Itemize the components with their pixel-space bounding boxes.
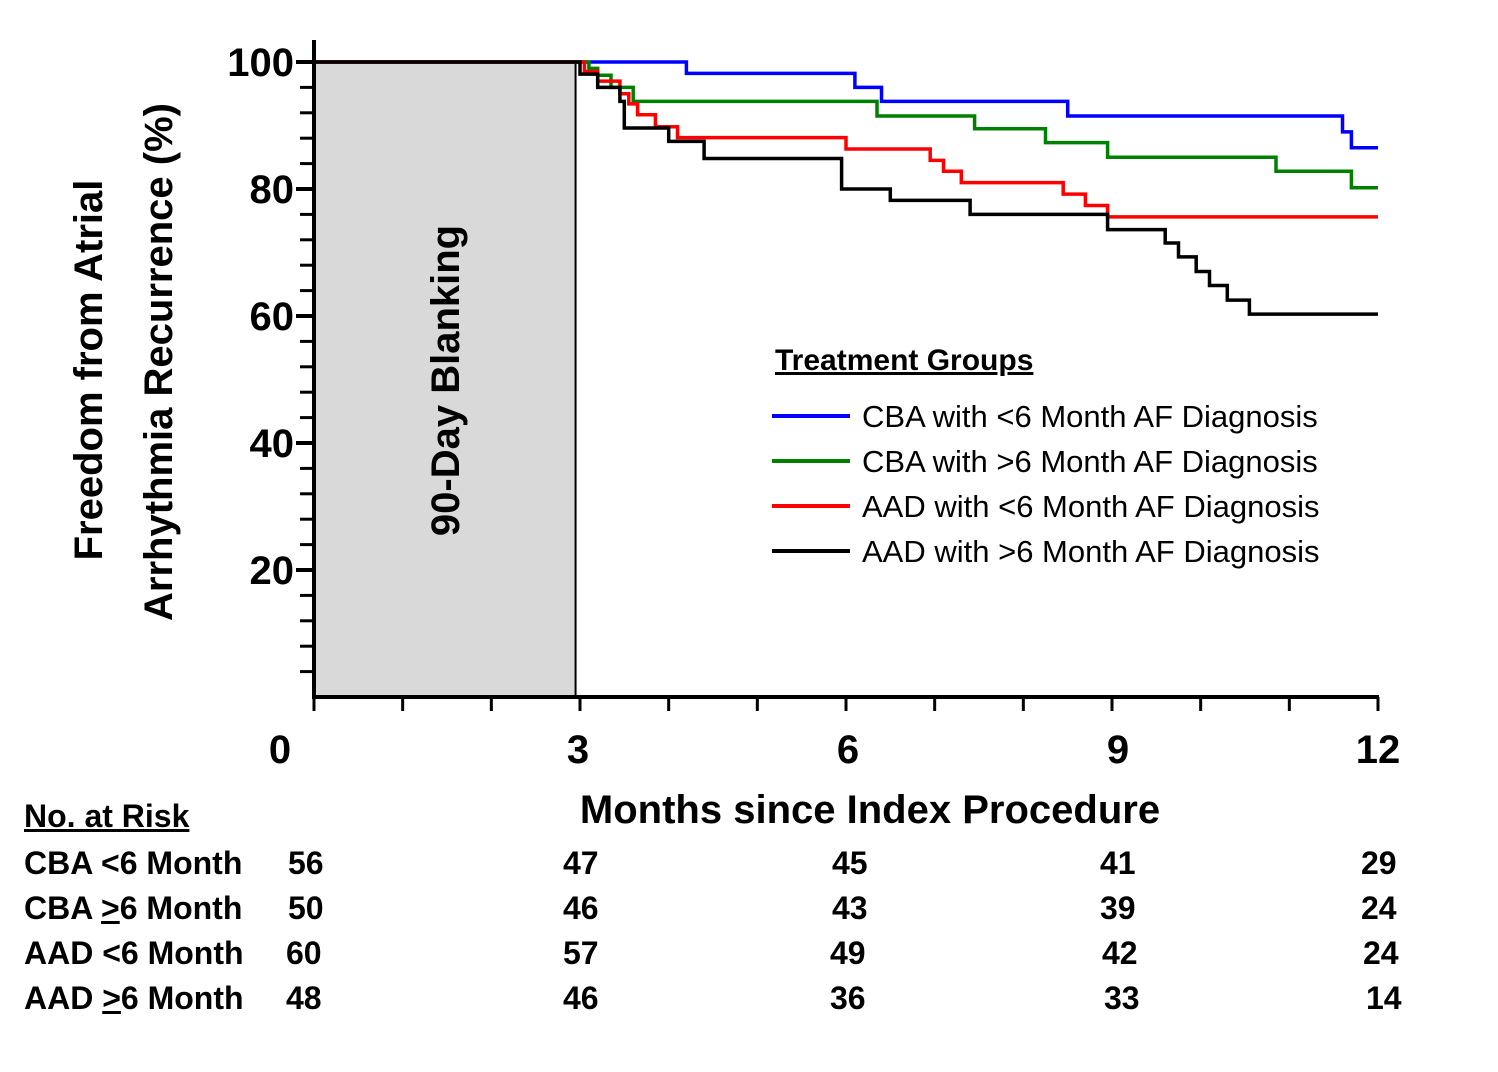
risk-label-part: 6 Month (119, 890, 243, 926)
x-tick-label: 3 (567, 728, 589, 772)
x-tick-label: 6 (837, 728, 859, 772)
blanking-region (313, 61, 577, 698)
risk-count: 45 (832, 845, 868, 881)
legend: Treatment Groups CBA with <6 Month AF Di… (772, 344, 1319, 569)
y-axis-title-line1: Freedom from Atrial (67, 180, 111, 561)
series-line-4 (314, 60, 1378, 316)
y-tick-label: 80 (250, 168, 295, 212)
risk-count: 33 (1104, 980, 1140, 1016)
risk-table-title: No. at Risk (24, 798, 190, 834)
legend-label-aad-ge6: AAD with >6 Month AF Diagnosis (862, 534, 1319, 569)
risk-count: 46 (563, 890, 599, 926)
risk-label-part: AAD (24, 980, 103, 1016)
risk-count: 56 (288, 845, 324, 881)
risk-count: 41 (1100, 845, 1136, 881)
risk-count: 49 (830, 935, 866, 971)
series-line-3 (314, 60, 1378, 219)
risk-count: 24 (1363, 935, 1399, 971)
risk-label-symbol: > (101, 890, 120, 926)
axes-layer: 100 80 60 40 20 0 3 6 9 12 (227, 40, 1400, 772)
y-tick-label: 20 (250, 549, 295, 593)
y-tick-label: 100 (227, 41, 294, 85)
risk-count: 29 (1361, 845, 1397, 881)
risk-count: 47 (563, 845, 599, 881)
blanking-label: 90-Day Blanking (424, 225, 468, 536)
legend-title: Treatment Groups (775, 344, 1033, 377)
risk-count: 24 (1361, 890, 1397, 926)
risk-count: 14 (1366, 980, 1402, 1016)
risk-row-label: AAD >6 Month (24, 980, 244, 1017)
y-axis-title-line2: Arrhythmia Recurrence (%) (137, 103, 181, 621)
y-tick-label: 60 (250, 295, 295, 339)
risk-row-label: CBA <6 Month (24, 845, 242, 882)
risk-count: 46 (563, 980, 599, 1016)
y-tick-label: 40 (250, 422, 295, 466)
x-axis-title: Months since Index Procedure (580, 788, 1160, 832)
legend-label-aad-lt6: AAD with <6 Month AF Diagnosis (862, 489, 1319, 524)
x-tick-label: 0 (269, 728, 291, 772)
risk-label-part: CBA <6 Month (24, 845, 243, 881)
legend-item-cba-lt6: CBA with <6 Month AF Diagnosis (772, 399, 1318, 434)
risk-label-part: CBA (24, 890, 102, 926)
legend-item-aad-ge6: AAD with >6 Month AF Diagnosis (772, 534, 1319, 569)
risk-count: 48 (286, 980, 322, 1016)
x-tick-label: 12 (1356, 728, 1401, 772)
series-line-1 (314, 60, 1378, 150)
risk-count: 50 (288, 890, 324, 926)
risk-count: 42 (1102, 935, 1138, 971)
risk-count: 43 (832, 890, 868, 926)
risk-row-label: AAD <6 Month (24, 935, 244, 972)
risk-count: 57 (563, 935, 599, 971)
risk-count: 60 (286, 935, 322, 971)
risk-row-label: CBA >6 Month (24, 890, 242, 927)
legend-label-cba-ge6: CBA with >6 Month AF Diagnosis (862, 444, 1318, 479)
risk-label-symbol: > (102, 980, 121, 1016)
legend-label-cba-lt6: CBA with <6 Month AF Diagnosis (862, 399, 1318, 434)
risk-count: 39 (1100, 890, 1136, 926)
legend-item-aad-lt6: AAD with <6 Month AF Diagnosis (772, 489, 1319, 524)
legend-item-cba-ge6: CBA with >6 Month AF Diagnosis (772, 444, 1318, 479)
series-layer (314, 60, 1378, 316)
risk-label-part: AAD <6 Month (24, 935, 244, 971)
x-tick-label: 9 (1107, 728, 1129, 772)
risk-label-part: 6 Month (120, 980, 244, 1016)
risk-count: 36 (830, 980, 866, 1016)
